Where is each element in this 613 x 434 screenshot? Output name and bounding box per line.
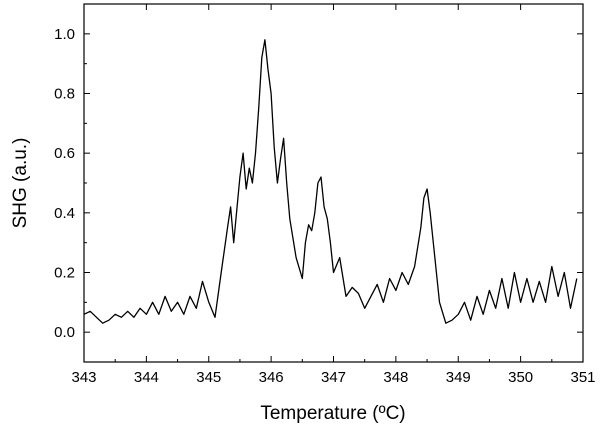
- shg-series-line: [83, 39, 578, 324]
- y-tick-label-4: 0.8: [54, 86, 75, 103]
- x-axis-title: Temperature (ºC): [260, 403, 405, 424]
- x-tick-label-7: 350: [508, 369, 533, 386]
- y-tick-label-5: 1.0: [54, 26, 75, 43]
- x-tick-label-1: 344: [134, 369, 159, 386]
- y-axis-title: SHG (a.u.): [10, 138, 31, 229]
- x-tick-label-2: 345: [196, 369, 221, 386]
- x-axis: 343 344 345 346 347 348 349 350 351: [71, 4, 596, 386]
- y-tick-label-2: 0.4: [54, 205, 75, 222]
- x-tick-label-0: 343: [71, 369, 96, 386]
- x-tick-label-5: 348: [383, 369, 408, 386]
- y-tick-label-3: 0.6: [54, 145, 75, 162]
- x-tick-label-8: 351: [570, 369, 595, 386]
- x-tick-label-3: 346: [259, 369, 284, 386]
- x-tick-label-4: 347: [321, 369, 346, 386]
- y-tick-label-1: 0.2: [54, 265, 75, 282]
- x-tick-label-6: 349: [446, 369, 471, 386]
- y-tick-label-0: 0.0: [54, 324, 75, 341]
- y-axis: 0.0 0.2 0.4 0.6 0.8 1.0: [54, 26, 583, 341]
